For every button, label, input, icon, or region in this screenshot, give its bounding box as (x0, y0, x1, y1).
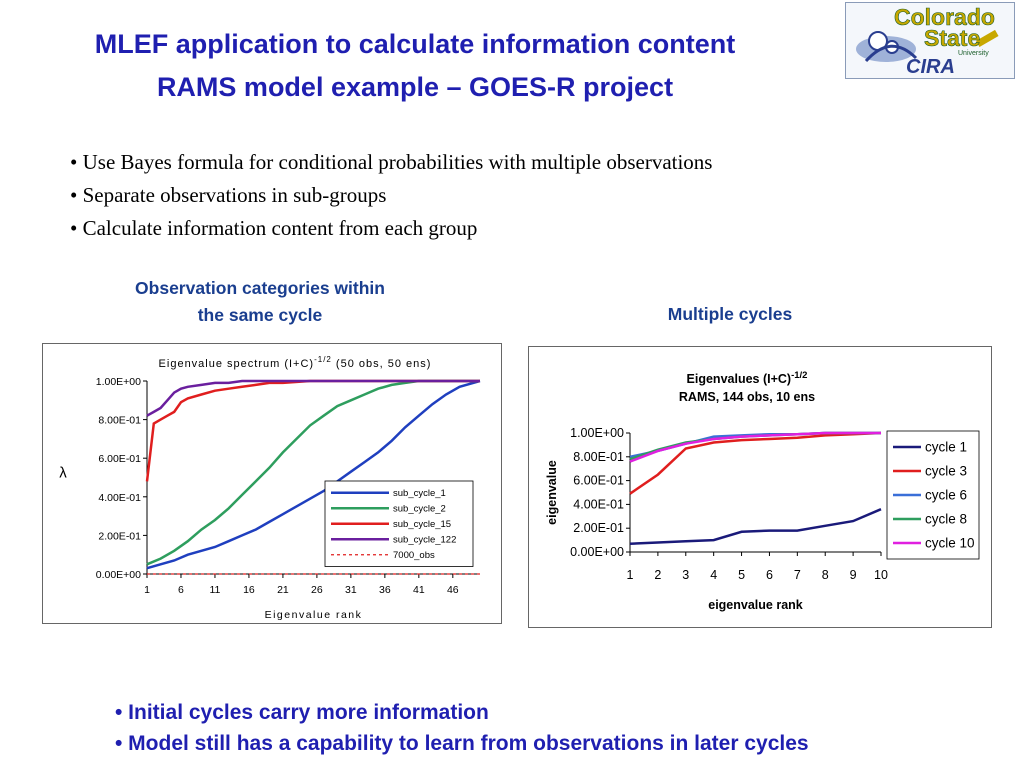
conclusion-item: • Initial cycles carry more information (115, 701, 489, 724)
x-tick-label: 3 (682, 568, 689, 582)
series-line-cycle-10 (629, 431, 881, 463)
x-tick-label: 6 (766, 568, 773, 582)
chart-subtitle: RAMS, 144 obs, 10 ens (679, 390, 815, 404)
right-chart-caption: Multiple cycles (667, 304, 793, 324)
chart-title: Eigenvalue spectrum (I+C)-1/2 (50 obs, 5… (159, 355, 432, 370)
y-tick-label: 1.00E+00 (570, 426, 624, 440)
legend-label: 7000_obs (393, 550, 435, 561)
x-tick-label: 1 (627, 568, 634, 582)
logo-state: State (924, 25, 980, 51)
y-tick-label: 8.00E-01 (573, 450, 624, 464)
y-axis-label: λ (59, 465, 67, 482)
y-tick-label: 2.00E-01 (573, 521, 624, 535)
x-tick-label: 36 (379, 584, 391, 596)
x-tick-label: 16 (243, 584, 255, 596)
left-chart-caption: Observation categories within the same c… (70, 275, 450, 329)
x-tick-label: 10 (874, 568, 888, 582)
page-subtitle: RAMS model example – GOES-R project (156, 72, 674, 102)
multiple-cycles-chart: Eigenvalues (I+C)-1/2 RAMS, 144 obs, 10 e… (528, 346, 992, 628)
x-axis-label: eigenvalue rank (708, 598, 803, 612)
chart-2-svg: Eigenvalues (I+C)-1/2 RAMS, 144 obs, 10 e… (545, 370, 980, 612)
legend-label: sub_cycle_15 (393, 519, 451, 530)
x-tick-label: 7 (794, 568, 801, 582)
y-tick-label: 6.00E-01 (573, 474, 624, 488)
x-tick-label: 8 (822, 568, 829, 582)
intro-bullets: • Use Bayes formula for conditional prob… (70, 146, 712, 245)
series-line-sub-cycle-122 (146, 379, 480, 417)
colorado-state-cira-logo: Colorado State University CIRA (845, 2, 1015, 79)
y-tick-label: 4.00E-01 (573, 497, 624, 511)
x-tick-label: 11 (210, 584, 221, 596)
legend-label: cycle 10 (925, 536, 975, 551)
series-line-cycle-3 (629, 431, 882, 495)
legend-label: cycle 6 (925, 488, 967, 503)
y-tick-label: 1.00E+00 (96, 376, 141, 388)
page-title: MLEF application to calculate informatio… (94, 29, 736, 59)
y-tick-label: 4.00E-01 (98, 492, 141, 504)
x-tick-label: 46 (447, 584, 459, 596)
y-axis-label: eigenvalue (545, 460, 559, 525)
x-tick-label: 5 (738, 568, 745, 582)
bullet-item: • Calculate information content from eac… (70, 216, 478, 240)
x-tick-label: 26 (311, 584, 323, 596)
bullet-item: • Separate observations in sub-groups (70, 183, 387, 207)
x-tick-label: 2 (654, 568, 661, 582)
logo-colorado: Colorado (894, 4, 995, 30)
legend-label: sub_cycle_2 (393, 504, 446, 515)
left-caption-line2: the same cycle (197, 305, 323, 325)
legend-box (324, 480, 474, 567)
x-tick-label: 31 (345, 584, 357, 596)
left-caption-line1: Observation categories within (135, 278, 385, 298)
eigenvalue-spectrum-chart: Eigenvalue spectrum (I+C)-1/2 (50 obs, 5… (42, 343, 502, 624)
y-tick-label: 0.00E+00 (96, 569, 141, 581)
x-tick-label: 4 (710, 568, 717, 582)
y-tick-label: 6.00E-01 (98, 453, 141, 465)
x-tick-label: 1 (144, 584, 150, 596)
x-tick-label: 41 (413, 584, 425, 596)
conclusion-bullets: • Initial cycles carry more information … (115, 697, 809, 759)
logo-university: University (958, 50, 989, 57)
plot-area (630, 433, 881, 552)
logo-cira: CIRA (906, 56, 955, 78)
x-tick-label: 9 (850, 568, 857, 582)
legend-label: cycle 3 (925, 464, 967, 479)
x-axis-label: Eigenvalue rank (265, 609, 363, 621)
legend-label: cycle 1 (925, 440, 967, 455)
y-tick-label: 8.00E-01 (98, 415, 141, 427)
bullet-item: • Use Bayes formula for conditional prob… (70, 150, 713, 174)
x-tick-label: 6 (178, 584, 184, 596)
y-tick-label: 2.00E-01 (98, 530, 141, 542)
legend-label: cycle 8 (925, 512, 967, 527)
series-line-sub-cycle-1 (146, 379, 481, 570)
y-tick-label: 0.00E+00 (570, 545, 624, 559)
legend-label: sub_cycle_1 (393, 488, 446, 499)
logo-icon: Colorado State University CIRA (856, 4, 999, 78)
series-line-cycle-1 (629, 508, 882, 545)
conclusion-item: • Model still has a capability to learn … (115, 732, 809, 755)
chart-1-svg: Eigenvalue spectrum (I+C)-1/2 (50 obs, 5… (59, 355, 481, 621)
chart-title: Eigenvalues (I+C)-1/2 (687, 370, 808, 386)
series-line-sub-cycle-15 (145, 379, 480, 482)
x-tick-label: 21 (277, 584, 289, 596)
legend-label: sub_cycle_122 (393, 535, 456, 546)
